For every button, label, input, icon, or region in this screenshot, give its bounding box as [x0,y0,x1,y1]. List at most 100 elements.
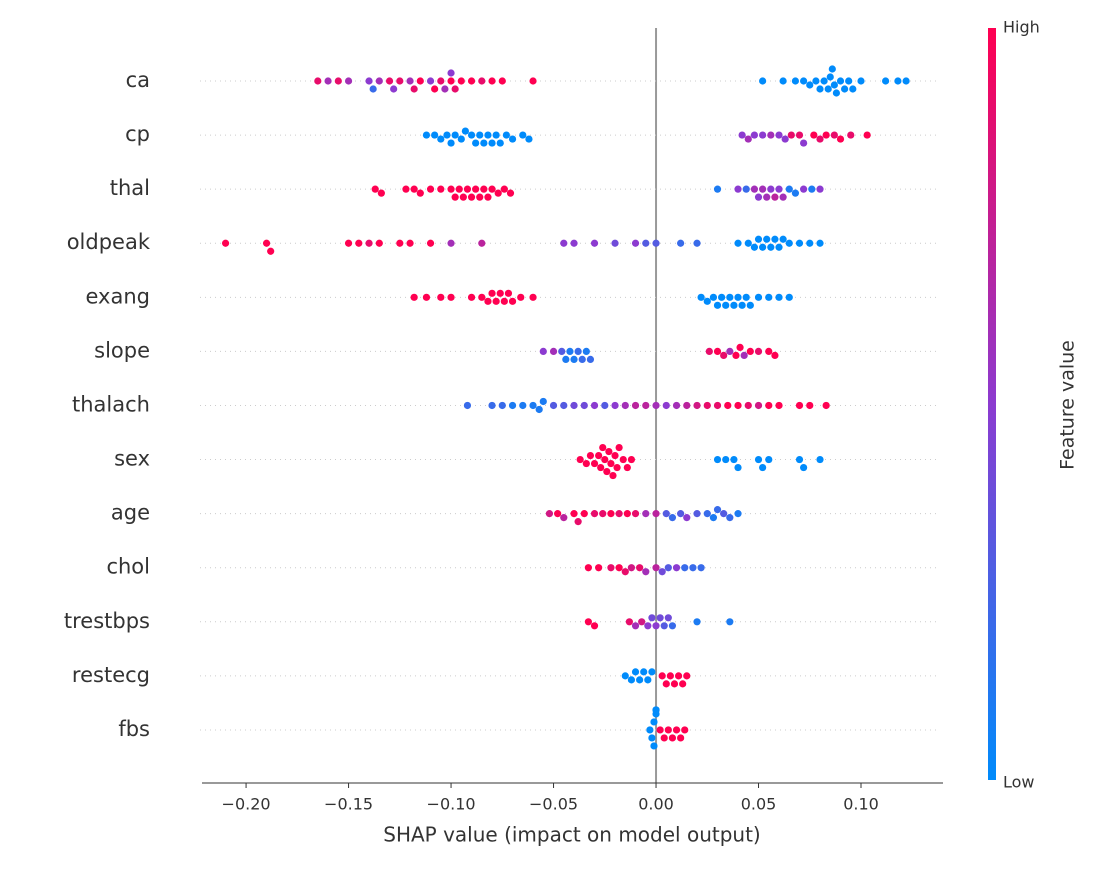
y-tick-label: oldpeak [67,230,151,254]
shap-point [740,351,748,359]
shap-point [763,193,771,201]
shap-point [570,401,578,410]
shap-point [365,239,373,247]
shap-point [586,355,595,363]
shap-point [461,127,469,135]
shap-point [627,676,636,684]
shap-point [656,726,664,734]
x-tick-label: −0.05 [529,795,578,814]
shap-point [754,401,763,410]
shap-point [416,77,424,85]
shap-point [668,514,677,522]
shap-point [806,239,814,247]
shap-point [779,235,787,243]
shap-point [267,247,275,255]
shap-point [582,459,590,468]
shap-point [595,451,603,460]
shap-point [658,568,666,576]
shap-point [480,185,488,193]
shap-point [816,85,824,93]
shap-point [262,239,271,247]
shap-point [463,401,472,410]
shap-point [627,564,636,572]
shap-point [754,455,763,464]
shap-point [492,297,500,305]
shap-point [517,293,525,301]
shap-point [816,185,824,193]
shap-point [652,622,660,630]
shap-point [767,185,775,193]
shap-point [385,77,394,85]
shap-point [693,239,701,247]
shap-point [800,463,808,472]
shap-point [506,189,515,197]
shap-point [672,726,681,734]
shap-point [467,131,476,139]
shap-point [828,65,836,73]
shap-point [488,185,496,193]
shap-point [410,293,418,301]
shap-point [570,510,578,518]
shap-point [787,131,795,139]
shap-point [666,672,674,680]
shap-point [820,77,828,85]
shap-point [570,239,578,247]
shap-point [529,77,537,85]
shap-point [447,69,455,77]
shap-point [681,564,689,572]
shap-point [816,135,824,143]
shap-point [902,77,910,85]
shap-point [775,293,783,301]
shap-point [765,455,773,464]
shap-point [472,139,480,147]
shap-point [455,185,463,193]
shap-point [791,77,800,85]
shap-point [642,568,650,576]
shap-point [500,185,508,193]
shap-point [662,401,670,410]
shap-point [396,239,404,247]
shap-point [713,506,722,514]
shap-point [703,510,711,518]
shap-point [584,564,592,572]
shap-point [443,131,451,139]
shap-point [467,77,476,85]
shap-point [652,401,660,410]
shap-point [863,131,871,139]
shap-point [625,618,633,626]
shap-point [816,455,824,464]
shap-point [508,297,517,305]
shap-point [554,510,562,518]
shap-point [894,77,902,85]
shap-point [824,85,832,93]
shap-point [806,401,814,410]
shap-point [488,289,496,297]
shap-point [785,293,793,301]
shap-point [451,193,459,201]
shap-point [560,401,568,410]
shap-point [519,131,527,139]
shap-point [595,564,603,572]
shap-point [808,185,816,193]
shap-point [621,568,629,576]
shap-point [693,510,701,518]
shap-point [767,131,775,139]
shap-point [697,564,705,572]
shap-point [437,77,445,85]
shap-point [426,185,435,193]
shap-point [369,85,377,93]
shap-point [422,131,431,139]
shap-point [422,293,431,301]
y-tick-label: thal [110,176,150,200]
shap-point [734,239,742,247]
shap-point [599,510,607,518]
shap-point [836,77,845,85]
shap-point [660,622,668,630]
shap-point [590,622,599,630]
shap-point [650,718,658,726]
shap-point [488,139,496,147]
shap-point [396,77,404,85]
shap-point [644,676,652,684]
shap-point [754,193,763,201]
